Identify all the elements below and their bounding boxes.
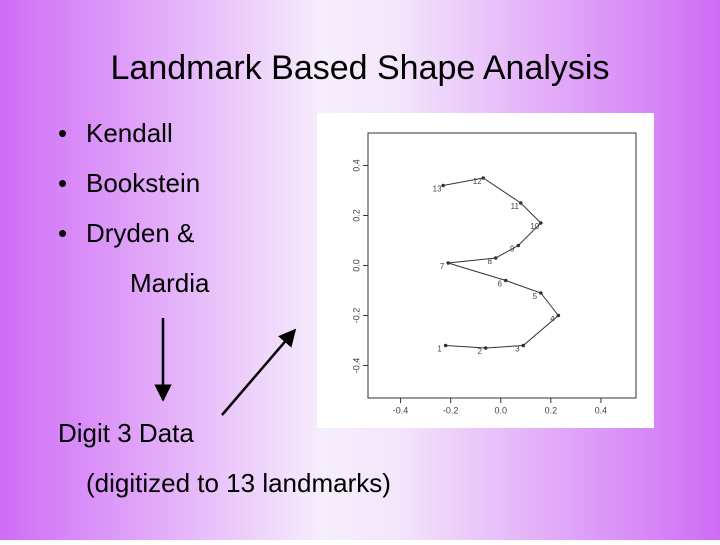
landmark <box>441 183 445 188</box>
landmark <box>493 256 498 260</box>
plot-background <box>317 113 654 428</box>
x-tick-label: 0.4 <box>595 405 608 415</box>
x-tick-label: 0.2 <box>545 405 558 415</box>
landmark-label: 6 <box>498 280 503 289</box>
bullet-continuation: Mardia <box>130 268 210 298</box>
bullet-dot: • <box>58 168 67 198</box>
landmark-label: 1 <box>437 345 442 354</box>
landmark-label: 13 <box>433 185 442 194</box>
y-tick-label: 0.4 <box>351 159 361 172</box>
landmark <box>539 221 543 225</box>
landmark-label: 12 <box>473 177 482 186</box>
landmark <box>539 291 543 295</box>
slide-title: Landmark Based Shape Analysis <box>111 49 610 87</box>
bullet-dot: • <box>58 118 67 148</box>
landmark <box>443 343 448 348</box>
landmark-label: 3 <box>515 345 520 354</box>
landmark <box>516 243 521 248</box>
arrow <box>221 328 297 416</box>
y-tick-label: -0.2 <box>351 308 361 324</box>
landmark <box>483 346 488 350</box>
plot: -0.4 -0.2 0.0 0.2 0.4-0.4-0.20.00.20.41 2 3456… <box>351 132 637 415</box>
y-tick-label: 0.2 <box>351 209 361 222</box>
landmark-label: 8 <box>488 257 493 266</box>
landmark <box>481 176 486 180</box>
bullet: Kendall <box>86 118 173 148</box>
caption: Digit 3 Data <box>58 418 194 448</box>
y-tick-label: 0.0 <box>351 259 361 272</box>
caption: (digitized to 13 landmarks) <box>86 468 391 498</box>
landmark-label: 5 <box>533 292 538 301</box>
x-tick-label: -0.2 <box>443 405 459 415</box>
bullet: Bookstein <box>86 168 200 198</box>
landmark-label: 9 <box>510 245 515 254</box>
x-tick-label: -0.4 <box>393 405 409 415</box>
landmark-label: 4 <box>550 315 555 324</box>
bullet-dot: • <box>58 218 67 248</box>
x-tick-label: 0.0 <box>494 405 507 415</box>
landmark <box>503 278 508 283</box>
bullet: Dryden & <box>86 218 194 248</box>
landmark-label: 7 <box>440 262 445 271</box>
landmark <box>446 261 450 265</box>
landmark <box>521 343 526 348</box>
landmark <box>556 313 561 318</box>
landmark-label: 11 <box>511 202 520 211</box>
landmark-label: 10 <box>530 222 539 231</box>
landmark-label: 2 <box>477 347 482 356</box>
landmark <box>518 201 523 205</box>
y-tick-label: -0.4 <box>351 358 361 374</box>
